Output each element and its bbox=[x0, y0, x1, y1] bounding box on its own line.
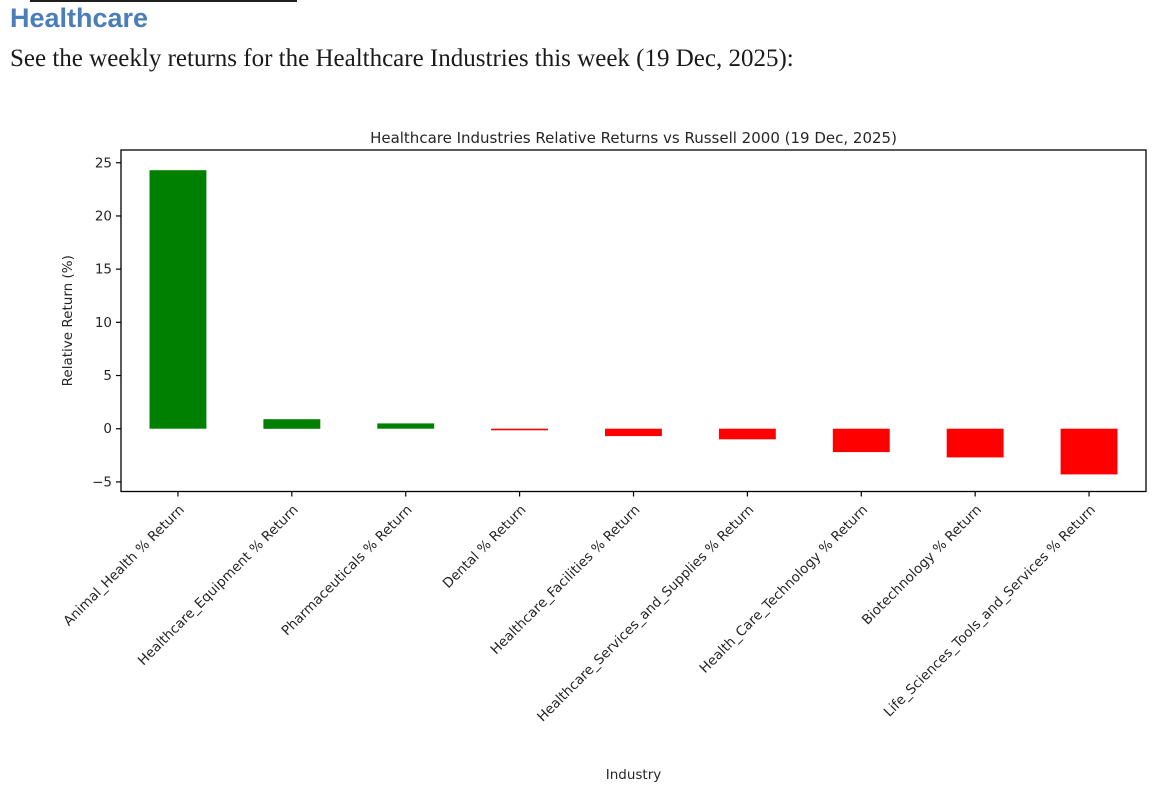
page-title: Healthcare bbox=[10, 3, 149, 33]
y-tick-label: 5 bbox=[103, 368, 112, 384]
bar-3 bbox=[491, 428, 548, 431]
y-tick-label: −5 bbox=[92, 474, 112, 490]
x-tick-label: Healthcare_Services_and_Supplies % Retur… bbox=[534, 502, 757, 725]
cropped-content-sliver bbox=[30, 0, 297, 2]
bar-4 bbox=[605, 428, 662, 437]
bar-chart: −5 0 5 10 15 20 25 Animal_Health % Return Health… bbox=[60, 129, 1147, 783]
bar-chart-figure: −5 0 5 10 15 20 25 Animal_Health % Return Health… bbox=[0, 118, 1152, 798]
bar-2 bbox=[377, 423, 435, 429]
y-tick-label: 0 bbox=[103, 421, 112, 437]
x-tick-label: Biotechnology % Return bbox=[859, 502, 985, 628]
bar-6 bbox=[832, 428, 890, 453]
x-axis-label: Industry bbox=[606, 767, 662, 783]
x-tick-label: Dental % Return bbox=[440, 502, 530, 592]
y-axis-label: Relative Return (%) bbox=[60, 255, 76, 386]
bar-8 bbox=[1060, 428, 1118, 475]
bar-0 bbox=[149, 170, 207, 429]
bar-5 bbox=[718, 428, 776, 440]
y-tick-label: 15 bbox=[95, 262, 112, 278]
bar-7 bbox=[946, 428, 1004, 458]
x-tick-label: Life_Sciences_Tools_and_Services % Retur… bbox=[881, 502, 1099, 720]
x-tick-label: Pharmaceuticals % Return bbox=[279, 502, 416, 639]
y-tick-label: 25 bbox=[95, 155, 112, 171]
y-tick-label: 20 bbox=[95, 208, 112, 224]
bar-1 bbox=[263, 419, 321, 429]
chart-title: Healthcare Industries Relative Returns v… bbox=[370, 129, 897, 147]
y-tick-label: 10 bbox=[95, 315, 112, 331]
x-tick-label: Animal_Health % Return bbox=[60, 502, 187, 629]
page-subtitle: See the weekly returns for the Healthcar… bbox=[10, 45, 794, 72]
